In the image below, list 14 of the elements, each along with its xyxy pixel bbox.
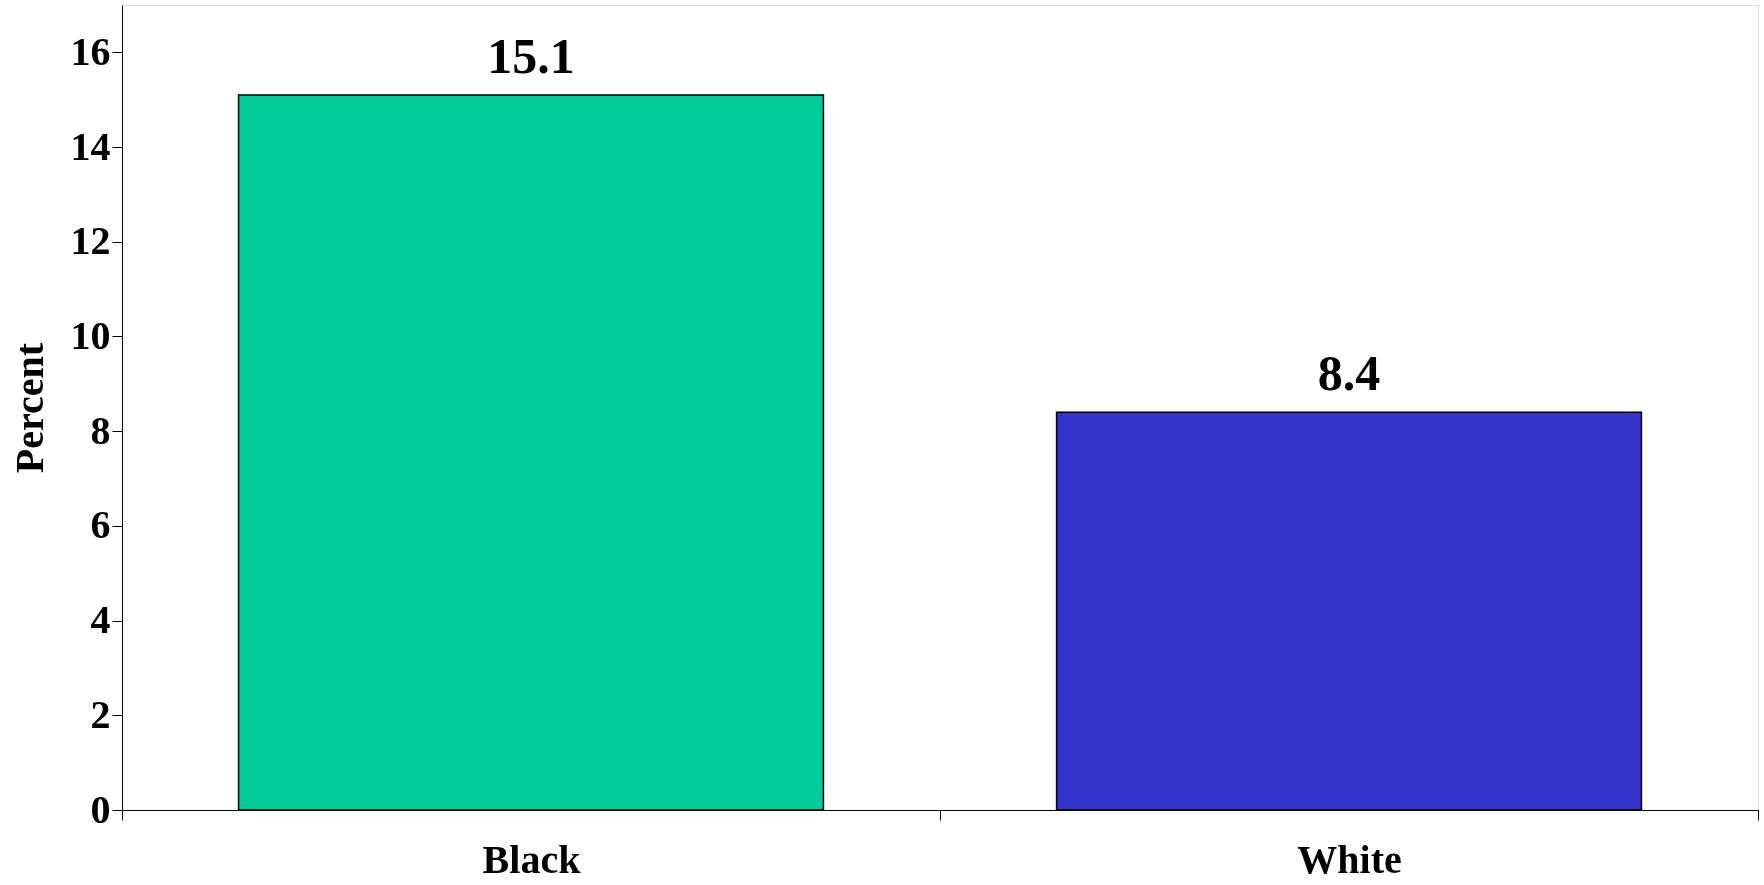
y-tick-label: 16	[70, 28, 111, 74]
x-tick-label: White	[1297, 836, 1402, 882]
data-label: 8.4	[1317, 345, 1381, 402]
y-tick-label: 0	[90, 786, 111, 832]
y-tick-label: 6	[90, 502, 111, 548]
y-axis-title: Percent	[6, 342, 52, 474]
y-tick-label: 4	[90, 597, 111, 643]
y-tick-label: 8	[90, 407, 111, 453]
x-tick-label: Black	[482, 836, 582, 882]
y-tick-label: 2	[90, 691, 111, 737]
y-tick-label: 14	[70, 123, 111, 169]
y-tick-label: 12	[70, 218, 111, 264]
data-label: 15.1	[487, 27, 575, 84]
y-tick-label: 10	[70, 312, 111, 358]
